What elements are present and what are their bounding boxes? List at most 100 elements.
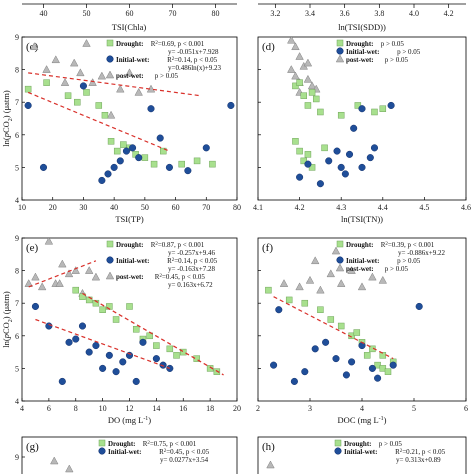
y-tick-label: 6 (15, 332, 19, 341)
data-point-initial-wet (202, 144, 210, 152)
x-axis-label: DOC (mg L-1) (338, 415, 387, 425)
data-point-drought (363, 352, 371, 359)
data-point-initial-wet (316, 180, 324, 188)
data-point-drought (153, 342, 160, 349)
data-point-post-wet (76, 68, 85, 77)
data-point-post-wet (30, 42, 39, 51)
trend-line (273, 296, 394, 360)
y-tick-label: 8 (15, 267, 19, 276)
data-point-initial-wet (332, 355, 340, 363)
legend-stats: p > 0.05 (397, 257, 421, 265)
data-point-drought (371, 108, 378, 116)
x-tick-label: 4.6 (461, 203, 471, 212)
top-tick-label: 3.2 (270, 9, 280, 18)
top-tick-label: 60 (126, 9, 134, 18)
data-point-drought (141, 154, 149, 161)
data-point-initial-wet (65, 338, 73, 346)
x-tick-label: 40 (110, 203, 118, 212)
data-point-drought (304, 102, 312, 109)
data-point-post-wet (71, 266, 80, 274)
panel-b-xlabel: ln(TSI(SDD)) (338, 22, 386, 32)
data-point-post-wet (303, 58, 313, 67)
legend-marker (334, 439, 342, 447)
panel-frame (21, 36, 238, 201)
data-point-drought (301, 299, 309, 307)
data-point-initial-wet (45, 322, 53, 330)
data-point-post-wet (116, 84, 125, 93)
legend-marker (98, 447, 106, 455)
data-point-initial-wet (348, 358, 356, 366)
data-point-post-wet (31, 272, 40, 281)
top-tick-label: 3.4 (305, 9, 315, 18)
legend-equation: y= 0.313x+0.89 (396, 456, 441, 464)
legend-marker (335, 263, 345, 272)
data-point-initial-wet (374, 374, 382, 382)
legend-series-label: post-wet: (116, 72, 144, 80)
data-point-initial-wet (119, 358, 127, 366)
legend-stats: R2=0.45, p < 0.05 (155, 273, 206, 281)
x-tick-label: 4.2 (295, 203, 305, 212)
data-point-initial-wet (387, 101, 395, 110)
data-point-drought (285, 296, 293, 304)
data-layer (265, 246, 423, 385)
data-point-post-wet (88, 78, 97, 86)
data-point-post-wet (378, 275, 388, 284)
data-point-post-wet (97, 71, 107, 80)
trend-line (82, 292, 224, 376)
data-point-initial-wet (24, 101, 32, 110)
data-point-initial-wet (368, 364, 376, 372)
data-point-drought (83, 89, 90, 96)
y-tick-label: 7 (15, 98, 19, 107)
legend-stats: p > 0.05 (379, 440, 403, 448)
legend-stats: p > 0.05 (155, 72, 179, 80)
data-layer (50, 456, 74, 473)
data-point-drought (337, 111, 345, 119)
y-tick-label: 7 (15, 299, 19, 308)
y-tick-label: 4 (15, 196, 19, 205)
legend-series-label: Initial-wet: (346, 257, 379, 265)
legend-marker (98, 439, 106, 447)
data-point-post-wet (58, 259, 67, 268)
panel-frame (257, 36, 467, 201)
data-point-post-wet (310, 256, 320, 265)
data-point-initial-wet (105, 351, 113, 359)
data-point-drought (209, 160, 216, 168)
legend-series-label: Drought: (116, 241, 143, 249)
data-point-post-wet (82, 38, 91, 47)
data-point-drought (317, 306, 324, 313)
data-point-initial-wet (85, 348, 93, 356)
data-point-initial-wet (99, 364, 107, 372)
data-point-drought (64, 92, 72, 99)
data-point-post-wet (84, 266, 94, 274)
legend-marker (336, 47, 344, 55)
data-point-post-wet (50, 456, 59, 465)
x-tick-label: 14 (152, 404, 160, 413)
legend-marker (105, 271, 115, 280)
trend-line (28, 72, 201, 97)
legend-series-label: Drought: (116, 40, 143, 48)
data-point-initial-wet (337, 163, 345, 171)
data-point-post-wet (125, 68, 134, 77)
data-point-drought (43, 79, 50, 86)
legend-equation: y= -0.163x+7.28 (168, 265, 215, 273)
data-point-drought (180, 348, 187, 356)
data-point-initial-wet (350, 124, 358, 132)
top-tick-label: 80 (212, 9, 220, 18)
data-point-drought (193, 355, 200, 362)
data-point-drought (160, 147, 167, 155)
trend-line (35, 318, 171, 369)
data-point-post-wet (51, 55, 61, 64)
data-point-drought (74, 98, 81, 106)
data-point-drought (113, 147, 121, 155)
data-point-initial-wet (311, 345, 319, 353)
data-point-initial-wet (116, 157, 124, 165)
trend-line (27, 91, 170, 152)
x-tick-label: 2 (256, 404, 260, 413)
data-point-post-wet (347, 266, 356, 274)
data-point-initial-wet (135, 154, 143, 162)
data-point-drought (132, 326, 140, 333)
legend-marker (106, 256, 114, 264)
legend-series-label: Drought: (346, 40, 373, 48)
x-tick-label: 4.4 (378, 203, 388, 212)
